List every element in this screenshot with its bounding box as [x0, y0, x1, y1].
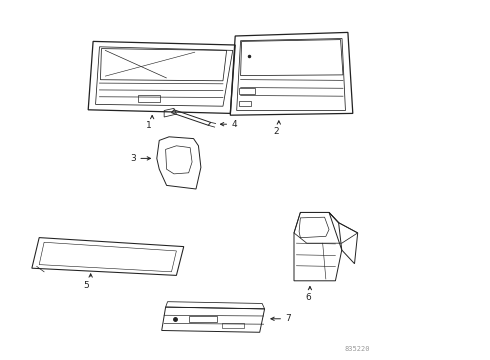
Text: 7: 7: [285, 314, 291, 323]
Text: 3: 3: [130, 154, 136, 163]
Bar: [239, 102, 251, 106]
Bar: [239, 88, 255, 94]
Text: 2: 2: [274, 127, 279, 136]
Bar: [138, 95, 160, 102]
Bar: [189, 316, 217, 322]
Text: 4: 4: [231, 120, 237, 129]
Text: 5: 5: [83, 281, 89, 290]
Text: 1: 1: [147, 121, 152, 130]
Text: 835220: 835220: [345, 346, 370, 352]
Bar: [222, 323, 244, 328]
Text: 6: 6: [305, 293, 311, 302]
